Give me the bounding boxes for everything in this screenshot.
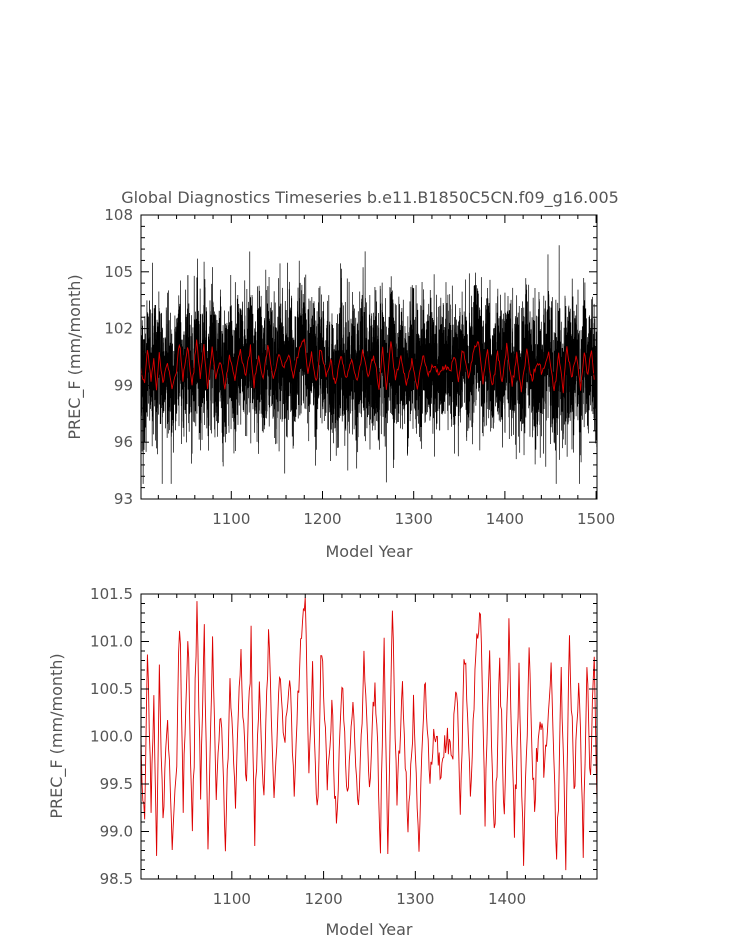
y-axis-label-bottom: PREC_F (mm/month)	[47, 653, 67, 818]
axes-frame-bottom	[140, 593, 598, 880]
x-tick-label: 1100	[212, 510, 250, 528]
y-tick-label: 101.0	[90, 633, 133, 651]
x-tick-label: 1300	[396, 890, 434, 908]
bottom-panel: 1100 1200 1300 1400 98.5 99.0 99.5 100.0 100.5 10…	[47, 585, 598, 939]
series-annual-line	[140, 338, 595, 394]
series-annual-line	[140, 597, 598, 871]
x-tick-label: 1100	[213, 890, 251, 908]
y-tick-label: 99.5	[100, 775, 133, 793]
top-panel: Global Diagnostics Timeseries b.e11.B185…	[65, 188, 619, 561]
y-tick-label: 101.5	[90, 585, 133, 603]
x-tick-label: 1200	[303, 510, 341, 528]
y-tick-label: 99	[114, 376, 133, 394]
x-axis-label-top: Model Year	[326, 542, 413, 561]
ticks-top: 1100 1200 1300 1400 1500 93 96 99 102 105 108	[104, 206, 615, 528]
y-tick-label: 100.5	[90, 680, 133, 698]
y-tick-label: 96	[114, 433, 133, 451]
series-monthly-line	[140, 245, 598, 484]
x-tick-label: 1500	[577, 510, 615, 528]
y-axis-label-top: PREC_F (mm/month)	[65, 274, 85, 439]
y-tick-label: 102	[104, 320, 133, 338]
axes-frame-top	[140, 214, 598, 500]
y-tick-label: 108	[104, 206, 133, 224]
y-tick-label: 93	[114, 490, 133, 508]
x-tick-label: 1400	[488, 890, 526, 908]
y-tick-label: 99.0	[100, 823, 133, 841]
y-tick-label: 98.5	[100, 870, 133, 888]
ticks-bottom: 1100 1200 1300 1400 98.5 99.0 99.5 100.0 100.5 10…	[90, 585, 597, 908]
x-tick-label: 1400	[486, 510, 524, 528]
x-axis-label-bottom: Model Year	[326, 920, 413, 939]
x-tick-label: 1300	[395, 510, 433, 528]
x-tick-label: 1200	[304, 890, 342, 908]
plot-area-bottom	[140, 597, 598, 871]
y-tick-label: 105	[104, 263, 133, 281]
plot-area-top	[140, 245, 598, 484]
chart-title: Global Diagnostics Timeseries b.e11.B185…	[121, 188, 619, 208]
y-tick-label: 100.0	[90, 728, 133, 746]
